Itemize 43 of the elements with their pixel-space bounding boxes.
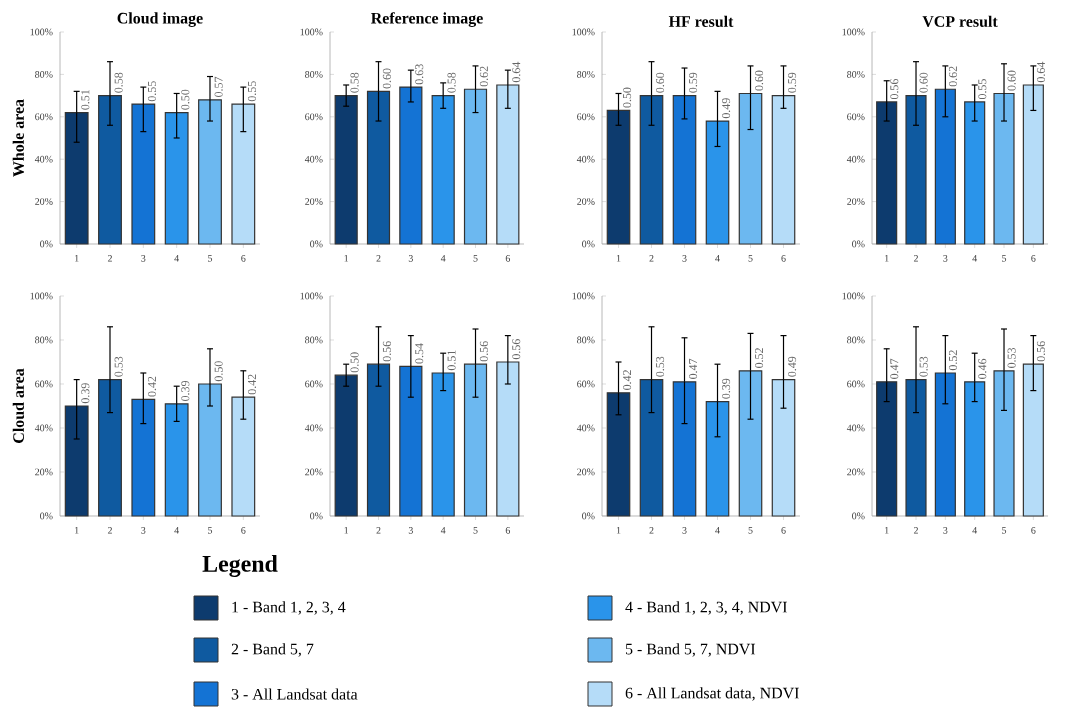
- bar: [131, 398, 156, 517]
- bar: [231, 103, 256, 245]
- bar: [496, 361, 520, 517]
- bar: [672, 381, 697, 517]
- bar: [64, 405, 89, 517]
- bar: [934, 88, 956, 245]
- bar: [366, 363, 391, 517]
- bar: [1022, 84, 1044, 245]
- bar: [705, 120, 730, 245]
- bar: [231, 396, 256, 517]
- bar: [934, 372, 956, 517]
- bar: [606, 392, 631, 517]
- bar: [905, 379, 927, 517]
- bar: [993, 92, 1015, 245]
- bar: [98, 94, 122, 245]
- bar: [64, 111, 89, 245]
- bar: [771, 94, 796, 245]
- bar: [431, 372, 455, 517]
- bar: [198, 383, 222, 517]
- bar: [606, 109, 631, 245]
- bar: [131, 103, 156, 245]
- bar: [705, 401, 730, 517]
- bar: [964, 381, 986, 517]
- text: Legend: [202, 555, 278, 577]
- bar: [334, 374, 358, 517]
- bar: [771, 379, 796, 517]
- bar: [905, 94, 927, 245]
- bar: [639, 379, 664, 517]
- bar: [1022, 363, 1044, 517]
- bar: [639, 94, 664, 245]
- bar: [876, 381, 898, 517]
- bar: [98, 379, 122, 517]
- bar: [463, 363, 488, 517]
- bar: [876, 101, 898, 245]
- bar: [993, 370, 1015, 517]
- bar: [738, 92, 763, 245]
- bar: [164, 403, 189, 517]
- bar: [964, 101, 986, 245]
- bar: [198, 99, 222, 245]
- bar: [164, 111, 189, 245]
- bar: [399, 365, 423, 517]
- bar: [672, 94, 697, 245]
- bar: [738, 370, 763, 517]
